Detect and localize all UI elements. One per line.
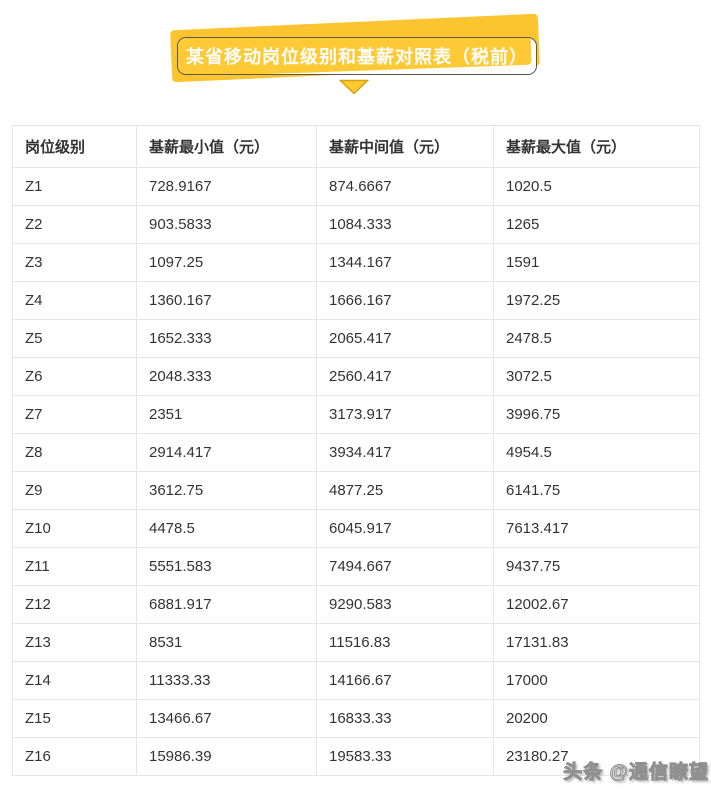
- level-cell: Z14: [12, 661, 137, 700]
- salary-value-cell: 20200: [493, 699, 700, 738]
- table-row: Z8 2914.417 3934.417 4954.5: [12, 433, 700, 472]
- table-row: Z10 4478.5 6045.917 7613.417: [12, 509, 700, 548]
- salary-value-cell: 1265: [493, 205, 700, 244]
- table-row: Z7 2351 3173.917 3996.75: [12, 395, 700, 434]
- level-cell: Z4: [12, 281, 137, 320]
- level-cell: Z11: [12, 547, 137, 586]
- salary-value-cell: 1972.25: [493, 281, 700, 320]
- salary-value-cell: 5551.583: [136, 547, 317, 586]
- level-cell: Z6: [12, 357, 137, 396]
- salary-value-cell: 6141.75: [493, 471, 700, 510]
- salary-value-cell: 2351: [136, 395, 317, 434]
- level-cell: Z12: [12, 585, 137, 624]
- table-row: Z3 1097.25 1344.167 1591: [12, 243, 700, 282]
- salary-value-cell: 6881.917: [136, 585, 317, 624]
- table-row: Z12 6881.917 9290.583 12002.67: [12, 585, 700, 624]
- salary-value-cell: 1097.25: [136, 243, 317, 282]
- salary-value-cell: 4478.5: [136, 509, 317, 548]
- title-banner: 某省移动岗位级别和基薪对照表（税前）: [0, 0, 711, 125]
- salary-value-cell: 8531: [136, 623, 317, 662]
- column-header: 基薪最大值（元）: [493, 125, 700, 168]
- salary-value-cell: 3612.75: [136, 471, 317, 510]
- salary-value-cell: 14166.67: [316, 661, 494, 700]
- level-cell: Z10: [12, 509, 137, 548]
- salary-value-cell: 9437.75: [493, 547, 700, 586]
- table-row: Z11 5551.583 7494.667 9437.75: [12, 547, 700, 586]
- salary-value-cell: 16833.33: [316, 699, 494, 738]
- salary-value-cell: 3173.917: [316, 395, 494, 434]
- table-row: Z5 1652.333 2065.417 2478.5: [12, 319, 700, 358]
- level-cell: Z7: [12, 395, 137, 434]
- table-row: Z1 728.9167 874.6667 1020.5: [12, 167, 700, 206]
- salary-value-cell: 7613.417: [493, 509, 700, 548]
- level-cell: Z1: [12, 167, 137, 206]
- salary-value-cell: 23180.27: [493, 737, 700, 776]
- level-cell: Z3: [12, 243, 137, 282]
- salary-value-cell: 2065.417: [316, 319, 494, 358]
- salary-value-cell: 1084.333: [316, 205, 494, 244]
- level-cell: Z8: [12, 433, 137, 472]
- table-row: Z2 903.5833 1084.333 1265: [12, 205, 700, 244]
- level-cell: Z16: [12, 737, 137, 776]
- salary-value-cell: 1666.167: [316, 281, 494, 320]
- table-row: Z6 2048.333 2560.417 3072.5: [12, 357, 700, 396]
- salary-table: 岗位级别 基薪最小值（元） 基薪中间值（元） 基薪最大值（元） Z1 728.9167 8…: [12, 125, 700, 776]
- table-row: Z13 8531 11516.83 17131.83: [12, 623, 700, 662]
- salary-value-cell: 9290.583: [316, 585, 494, 624]
- salary-value-cell: 11333.33: [136, 661, 317, 700]
- salary-value-cell: 4877.25: [316, 471, 494, 510]
- table-body: Z1 728.9167 874.6667 1020.5 Z2 903.5833 1084.3…: [12, 167, 700, 776]
- salary-value-cell: 15986.39: [136, 737, 317, 776]
- column-header: 基薪中间值（元）: [316, 125, 494, 168]
- salary-value-cell: 4954.5: [493, 433, 700, 472]
- salary-value-cell: 1652.333: [136, 319, 317, 358]
- salary-value-cell: 2914.417: [136, 433, 317, 472]
- table-row: Z16 15986.39 19583.33 23180.27: [12, 737, 700, 776]
- table-row: Z15 13466.67 16833.33 20200: [12, 699, 700, 738]
- arrow-down-icon: [339, 79, 369, 95]
- page-title: 某省移动岗位级别和基薪对照表（税前）: [186, 47, 528, 67]
- level-cell: Z9: [12, 471, 137, 510]
- salary-value-cell: 2478.5: [493, 319, 700, 358]
- salary-value-cell: 13466.67: [136, 699, 317, 738]
- salary-value-cell: 728.9167: [136, 167, 317, 206]
- salary-value-cell: 1360.167: [136, 281, 317, 320]
- salary-value-cell: 1344.167: [316, 243, 494, 282]
- level-cell: Z5: [12, 319, 137, 358]
- salary-value-cell: 17000: [493, 661, 700, 700]
- salary-value-cell: 19583.33: [316, 737, 494, 776]
- salary-value-cell: 12002.67: [493, 585, 700, 624]
- salary-value-cell: 17131.83: [493, 623, 700, 662]
- table-row: Z4 1360.167 1666.167 1972.25: [12, 281, 700, 320]
- salary-value-cell: 7494.667: [316, 547, 494, 586]
- salary-value-cell: 1020.5: [493, 167, 700, 206]
- banner-frame: 某省移动岗位级别和基薪对照表（税前）: [177, 37, 537, 75]
- salary-value-cell: 11516.83: [316, 623, 494, 662]
- salary-value-cell: 2048.333: [136, 357, 317, 396]
- salary-value-cell: 3072.5: [493, 357, 700, 396]
- salary-value-cell: 2560.417: [316, 357, 494, 396]
- salary-value-cell: 3934.417: [316, 433, 494, 472]
- table-row: Z9 3612.75 4877.25 6141.75: [12, 471, 700, 510]
- salary-value-cell: 3996.75: [493, 395, 700, 434]
- salary-value-cell: 1591: [493, 243, 700, 282]
- watermark: 头条 @通信瞭望: [563, 762, 709, 784]
- level-cell: Z15: [12, 699, 137, 738]
- salary-value-cell: 874.6667: [316, 167, 494, 206]
- level-cell: Z13: [12, 623, 137, 662]
- salary-value-cell: 903.5833: [136, 205, 317, 244]
- table-header-row: 岗位级别 基薪最小值（元） 基薪中间值（元） 基薪最大值（元）: [12, 125, 700, 168]
- level-cell: Z2: [12, 205, 137, 244]
- table-row: Z14 11333.33 14166.67 17000: [12, 661, 700, 700]
- column-header: 岗位级别: [12, 125, 137, 168]
- column-header: 基薪最小值（元）: [136, 125, 317, 168]
- salary-value-cell: 6045.917: [316, 509, 494, 548]
